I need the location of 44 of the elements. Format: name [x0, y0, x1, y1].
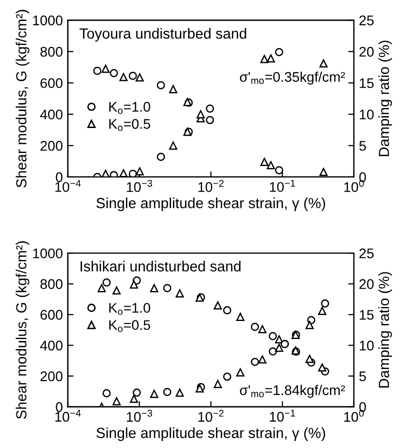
- annotation: σ'$_{mo}$=0.35kgf/cm²: [240, 72, 345, 85]
- y2-tick-label: 10: [360, 110, 374, 120]
- legend-label: K$_{o}$=0.5: [109, 320, 150, 332]
- x-tick-label: 10$^{−1}$: [270, 180, 296, 192]
- y-tick-label: 600: [40, 310, 62, 320]
- y-tick-label: 400: [40, 110, 62, 120]
- y2-tick-label: 25: [359, 248, 374, 258]
- y2-tick-label: 15: [360, 310, 374, 320]
- y2-tick-label: 10: [360, 340, 374, 350]
- y-tick-label: 600: [40, 78, 62, 88]
- y-tick-label: 200: [40, 371, 62, 382]
- y2-tick-label: 25: [359, 15, 374, 26]
- x-tick-label: 10$^{−2}$: [198, 410, 224, 422]
- x-tick-label: 10$^{−3}$: [126, 180, 152, 192]
- y2-axis-title: Damping ratio (%): [378, 272, 392, 388]
- y-tick-label: 1000: [33, 248, 62, 258]
- y-tick-label: 0: [56, 402, 62, 412]
- y-tick-label: 800: [40, 279, 62, 290]
- y2-tick-label: 0: [359, 172, 366, 182]
- x-axis-title: Single amplitude shear strain, γ (%): [96, 427, 326, 441]
- y-tick-label: 0: [56, 172, 62, 182]
- y2-tick-label: 20: [359, 279, 374, 290]
- annotation: σ'$_{mo}$=1.84kgf/cm²: [240, 384, 345, 398]
- y-tick-label: 200: [40, 140, 62, 151]
- y2-axis-title: Damping ratio (%): [378, 40, 392, 156]
- y-axis-title: Shear modulus, G (kgf/cm²): [16, 10, 30, 188]
- y-tick-label: 800: [40, 46, 62, 57]
- x-tick-label: 10$^{−2}$: [198, 180, 224, 192]
- legend-label: K$_{o}$=1.0: [109, 102, 150, 114]
- y-tick-label: 1000: [33, 15, 62, 26]
- x-tick-label: 10$^{−1}$: [270, 410, 296, 422]
- legend-label: K$_{o}$=0.5: [109, 119, 150, 132]
- chart-title: Ishikari undisturbed sand: [80, 260, 241, 272]
- y2-tick-label: 5: [359, 141, 366, 151]
- x-axis-title: Single amplitude shear strain, γ (%): [96, 198, 326, 212]
- y2-tick-label: 20: [359, 46, 374, 57]
- y2-tick-label: 15: [360, 78, 374, 88]
- y-axis-title: Shear modulus, G (kgf/cm²): [16, 241, 30, 419]
- y-tick-label: 400: [40, 340, 62, 350]
- text: Toyoura undisturbed sand: [80, 28, 246, 42]
- y2-tick-label: 5: [359, 372, 366, 382]
- x-tick-label: 10$^{−3}$: [126, 410, 152, 422]
- legend-label: K$_{o}$=1.0: [109, 302, 150, 315]
- y2-tick-label: 0: [359, 402, 366, 412]
